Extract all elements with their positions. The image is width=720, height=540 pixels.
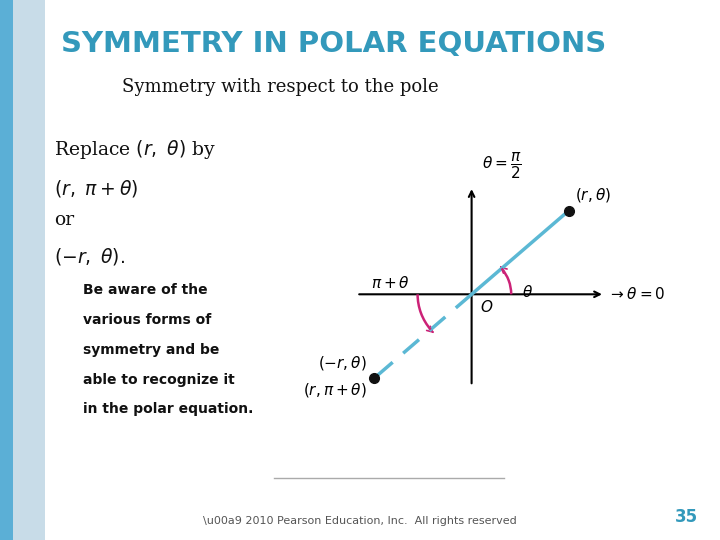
Text: SYMMETRY IN POLAR EQUATIONS: SYMMETRY IN POLAR EQUATIONS	[61, 30, 606, 58]
Bar	[13, 0, 45, 540]
Text: $(-r,\ \theta).$: $(-r,\ \theta).$	[54, 246, 125, 267]
Text: $\rightarrow \theta = 0$: $\rightarrow \theta = 0$	[608, 286, 666, 302]
Text: $(r,\ \pi + \theta)$: $(r,\ \pi + \theta)$	[54, 178, 138, 199]
Text: $\pi + \theta$: $\pi + \theta$	[372, 275, 410, 292]
Text: $(-r, \theta)$: $(-r, \theta)$	[318, 354, 367, 372]
Text: Symmetry with respect to the pole: Symmetry with respect to the pole	[122, 78, 439, 96]
Text: in the polar equation.: in the polar equation.	[83, 402, 253, 416]
Text: $O$: $O$	[480, 299, 494, 315]
Text: various forms of: various forms of	[83, 313, 211, 327]
Text: symmetry and be: symmetry and be	[83, 343, 219, 357]
Text: \u00a9 2010 Pearson Education, Inc.  All rights reserved: \u00a9 2010 Pearson Education, Inc. All …	[203, 516, 517, 526]
Text: $\theta = \dfrac{\pi}{2}$: $\theta = \dfrac{\pi}{2}$	[482, 151, 522, 181]
Text: Replace $(r,\ \theta)$ by: Replace $(r,\ \theta)$ by	[54, 138, 216, 161]
Text: $(r, \pi + \theta)$: $(r, \pi + \theta)$	[303, 381, 367, 399]
Bar	[0, 0, 13, 540]
Text: 35: 35	[675, 509, 698, 526]
Text: able to recognize it: able to recognize it	[83, 373, 235, 387]
Text: Be aware of the: Be aware of the	[83, 284, 207, 298]
Text: $(r, \theta)$: $(r, \theta)$	[575, 186, 611, 204]
Text: $\theta$: $\theta$	[522, 284, 533, 300]
Text: or: or	[54, 211, 74, 228]
